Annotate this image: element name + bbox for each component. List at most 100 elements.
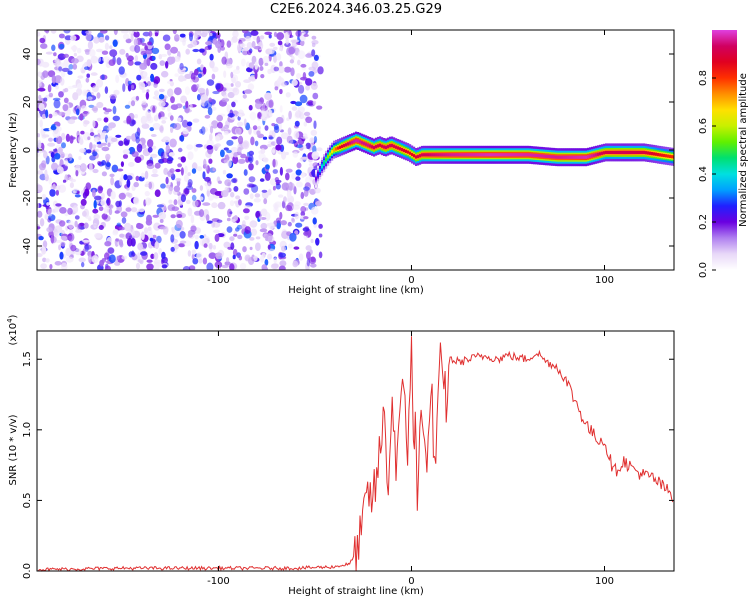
noise-cell: [62, 179, 67, 183]
noise-cell: [153, 114, 159, 122]
noise-cell: [150, 253, 155, 259]
noise-cell: [92, 105, 99, 113]
noise-cell: [158, 88, 165, 93]
noise-cell: [307, 100, 314, 106]
noise-cell: [37, 87, 46, 92]
noise-cell: [255, 160, 259, 166]
noise-cell: [98, 36, 105, 43]
noise-cell: [263, 198, 268, 205]
noise-cell: [253, 255, 258, 262]
noise-cell: [191, 249, 196, 255]
noise-cell: [126, 175, 133, 181]
noise-cell: [72, 45, 77, 53]
noise-cell: [136, 74, 142, 81]
noise-cell: [266, 143, 272, 148]
noise-cell: [60, 235, 68, 241]
noise-cell: [87, 136, 91, 141]
noise-cell: [177, 163, 183, 168]
noise-cell: [190, 214, 195, 224]
noise-cell: [154, 241, 160, 250]
noise-cell: [275, 144, 282, 151]
noise-cell: [163, 167, 169, 175]
noise-cell: [248, 157, 252, 162]
ridge-cell: [617, 150, 620, 154]
noise-cell: [226, 217, 231, 222]
noise-cell: [37, 253, 43, 258]
noise-cell: [68, 64, 74, 70]
noise-cell: [181, 119, 189, 128]
noise-cell: [112, 115, 121, 122]
noise-cell: [279, 166, 283, 176]
noise-cell: [254, 193, 261, 198]
bottom-y-tick-label: 1.0: [22, 422, 33, 438]
noise-cell: [60, 262, 68, 270]
noise-cell: [48, 113, 53, 119]
noise-cell: [191, 162, 198, 171]
noise-cell: [280, 220, 288, 226]
ridge-cell: [485, 153, 488, 157]
noise-cell: [120, 211, 128, 218]
noise-cell: [294, 120, 300, 127]
noise-cell: [261, 189, 268, 193]
noise-cell: [43, 150, 48, 159]
ridge-cell: [585, 155, 588, 159]
noise-cell: [113, 30, 118, 36]
noise-cell: [125, 52, 129, 58]
noise-cell: [134, 156, 142, 163]
noise-cell: [233, 152, 238, 158]
noise-cell: [77, 75, 84, 79]
noise-cell: [258, 153, 266, 161]
noise-cell: [134, 30, 138, 33]
ridge-cell: [439, 153, 442, 157]
noise-cell: [78, 156, 82, 160]
ridge-cell: [379, 143, 382, 147]
noise-cell: [128, 228, 133, 234]
noise-cell: [238, 113, 242, 118]
noise-cell: [91, 85, 99, 93]
noise-cell: [162, 158, 169, 163]
noise-cell: [45, 155, 50, 165]
noise-cell: [189, 32, 193, 42]
noise-cell: [167, 88, 174, 97]
noise-cell: [105, 199, 110, 205]
noise-cell: [50, 234, 55, 244]
noise-cell: [303, 216, 309, 220]
noise-cell: [160, 116, 168, 120]
ridge-cell: [401, 148, 404, 152]
noise-cell: [101, 74, 105, 81]
noise-cell: [226, 104, 231, 113]
ridge-cell: [343, 144, 346, 148]
ridge-cell: [443, 153, 446, 157]
noise-cell: [180, 156, 186, 163]
ridge-cell: [641, 150, 644, 154]
noise-cell: [160, 53, 168, 57]
noise-cell: [239, 262, 247, 270]
noise-cell: [271, 123, 276, 127]
ridge-cell: [361, 141, 364, 145]
noise-cell: [287, 127, 292, 136]
noise-cell: [305, 116, 313, 124]
noise-cell: [253, 198, 261, 203]
noise-cell: [161, 70, 169, 78]
top-y-axis-label: Frequency (Hz): [8, 112, 19, 188]
noise-cell: [53, 52, 57, 57]
ridge-cell: [511, 153, 514, 157]
noise-cell: [242, 47, 249, 52]
ridge-cell: [647, 151, 650, 155]
noise-cell: [255, 242, 261, 251]
noise-cell: [135, 136, 140, 144]
noise-cell: [97, 129, 102, 134]
ridge-cell: [431, 153, 434, 157]
ridge-cell: [445, 153, 448, 157]
noise-cell: [158, 100, 166, 107]
ridge-cell: [505, 153, 508, 157]
noise-cell: [108, 254, 116, 263]
noise-cell: [67, 85, 74, 90]
noise-cell: [239, 43, 246, 48]
ridge-cell: [557, 155, 560, 159]
noise-cell: [191, 168, 197, 174]
ridge-cell: [595, 153, 598, 157]
noise-cell: [215, 83, 221, 90]
noise-cell: [268, 48, 275, 55]
noise-cell: [243, 208, 250, 214]
